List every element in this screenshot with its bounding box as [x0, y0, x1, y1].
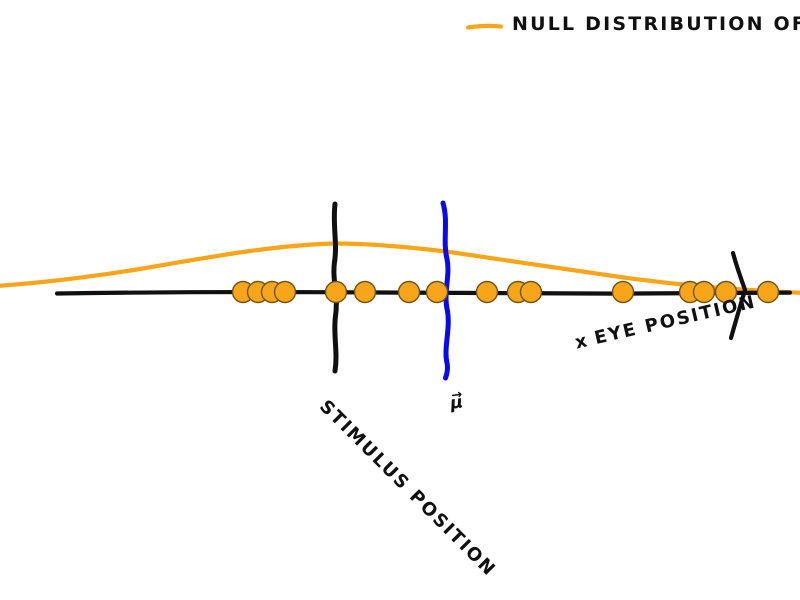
legend-label-text: NULL DISTRIBUTION OF: [512, 13, 800, 35]
mu-line: [440, 200, 451, 381]
legend-label: NULL DISTRIBUTION OF x: [512, 13, 800, 35]
sample-dots-group: [231, 280, 780, 304]
null-distribution-curve: [0, 241, 800, 295]
sample-dot: [475, 280, 499, 304]
mu-label: → μ: [449, 387, 466, 414]
mu-vector-accent: →: [450, 387, 465, 404]
sample-dot: [714, 280, 738, 304]
sample-dot: [324, 280, 348, 304]
eye-position-axis-tick: [728, 250, 748, 341]
sample-dot: [692, 280, 716, 304]
sample-dot: [425, 280, 449, 304]
sample-dot: [273, 280, 297, 304]
sample-dot: [519, 280, 543, 304]
sample-dot: [756, 280, 780, 304]
legend-line-swatch: [465, 23, 504, 30]
sample-dot: [611, 280, 635, 304]
sample-dot: [353, 280, 377, 304]
sample-dot: [397, 280, 421, 304]
